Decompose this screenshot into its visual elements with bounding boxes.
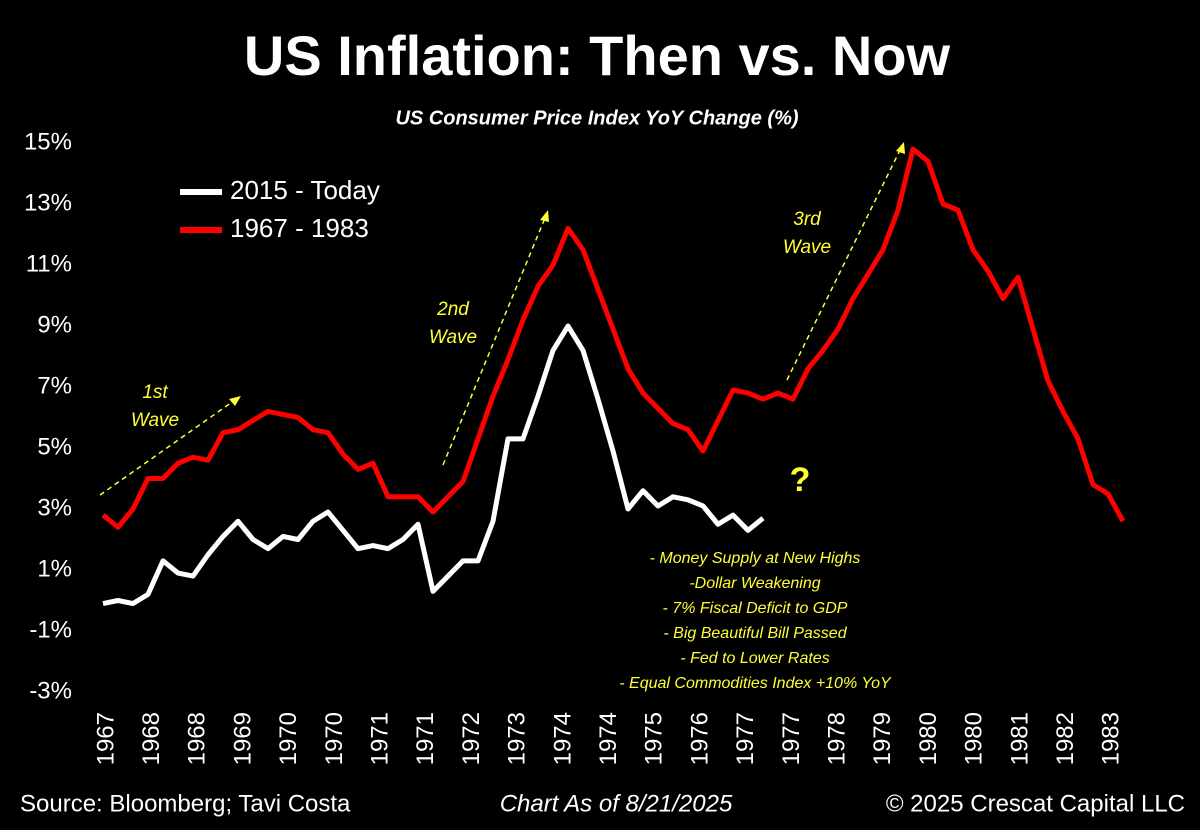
x-tick-label: 1982 [1052, 712, 1079, 765]
copyright: © 2025 Crescat Capital LLC [886, 790, 1185, 817]
y-tick-label: -1% [29, 616, 72, 643]
x-tick-label: 1977 [778, 712, 805, 765]
source: Source: Bloomberg; Tavi Costa [20, 790, 351, 817]
x-tick-label: 1974 [595, 712, 622, 765]
note: - Money Supply at New Highs [650, 550, 861, 567]
annotation: Wave [429, 327, 477, 348]
x-tick-label: 1980 [961, 712, 988, 765]
y-tick-label: 5% [37, 433, 72, 460]
x-tick-label: 1971 [412, 712, 439, 765]
annotation: 1st [142, 382, 168, 403]
annotation: ? [790, 461, 811, 499]
y-tick-label: 1% [37, 555, 72, 582]
annotation: Wave [783, 237, 831, 258]
note: - Fed to Lower Rates [680, 650, 829, 667]
y-tick-label: 11% [26, 250, 72, 277]
x-tick-label: 1976 [686, 712, 713, 765]
x-tick-label: 1980 [915, 712, 942, 765]
y-tick-label: 9% [37, 311, 72, 338]
x-tick-label: 1977 [732, 712, 759, 765]
y-tick-label: 7% [37, 372, 72, 399]
chart-subtitle: US Consumer Price Index YoY Change (%) [395, 107, 798, 129]
x-tick-label: 1970 [321, 712, 348, 765]
x-tick-label: 1978 [824, 712, 851, 765]
legend-label: 1967 - 1983 [230, 213, 369, 243]
x-tick-label: 1975 [641, 712, 668, 765]
y-tick-label: 15% [24, 128, 72, 155]
chart-title: US Inflation: Then vs. Now [244, 24, 951, 87]
annotation: 2nd [436, 299, 470, 320]
x-tick-label: 1971 [367, 712, 394, 765]
annotation: Wave [131, 410, 179, 431]
series-line [101, 146, 1126, 530]
x-tick-label: 1981 [1006, 712, 1033, 765]
legend-label: 2015 - Today [230, 175, 380, 205]
note: - Big Beautiful Bill Passed [663, 625, 847, 642]
x-tick-label: 1969 [229, 712, 256, 765]
x-tick-label: 1968 [138, 712, 165, 765]
y-tick-label: 3% [37, 494, 72, 521]
series-line [102, 323, 765, 607]
wave-arrows [99, 142, 905, 496]
note: - Equal Commodities Index +10% YoY [619, 675, 892, 692]
x-tick-label: 1972 [458, 712, 485, 765]
x-tick-label: 1983 [1098, 712, 1125, 765]
note: -Dollar Weakening [689, 575, 820, 592]
y-tick-label: 13% [24, 189, 72, 216]
note: - 7% Fiscal Deficit to GDP [663, 600, 848, 617]
x-tick-label: 1968 [184, 712, 211, 765]
x-tick-label: 1979 [869, 712, 896, 765]
as-of: Chart As of 8/21/2025 [500, 790, 733, 817]
x-tick-label: 1974 [549, 712, 576, 765]
x-tick-label: 1973 [504, 712, 531, 765]
y-tick-label: -3% [29, 677, 72, 704]
x-tick-label: 1970 [275, 712, 302, 765]
x-tick-label: 1967 [92, 712, 119, 765]
annotation: 3rd [793, 209, 822, 230]
